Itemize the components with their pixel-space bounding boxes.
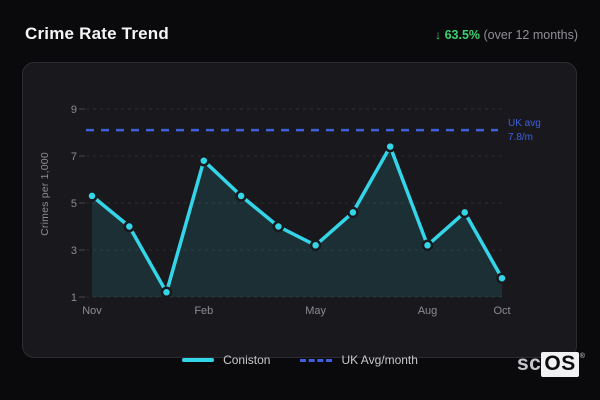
y-axis-title: Crimes per 1,000 [39,152,51,236]
chart-panel: 1 3 5 7 9 Crimes per 1,000 UK avg 7.8/m Nov Feb Ma… [22,62,577,358]
series-area-fill [92,146,502,297]
x-tick-label: May [305,305,326,317]
data-point-marker [160,286,173,299]
y-tick-label: 7 [71,151,77,163]
data-point-marker [272,220,285,233]
dashed-line-swatch-icon [300,358,333,362]
data-point-marker [421,239,434,252]
registered-trademark-icon: ® [579,353,586,360]
trend-caption: (over 12 months) [483,28,578,42]
legend-item-coniston[interactable]: Coniston [182,353,270,367]
data-point-marker [198,154,210,167]
legend-label: Coniston [223,353,271,367]
series-line [90,144,504,295]
crime-chart-svg: 1 3 5 7 9 Crimes per 1,000 UK avg 7.8/m Nov Feb Ma… [39,104,541,317]
data-point-marker [235,190,247,202]
chart-legend: Coniston UK Avg/month [0,353,600,367]
y-tick-label: 9 [71,104,77,116]
y-tick-label: 5 [71,198,77,210]
logo-prefix: sc [517,352,542,375]
data-point-marker [86,190,98,202]
y-tick-label: 1 [71,292,77,304]
page-title: Crime Rate Trend [25,24,169,43]
x-tick-label: Feb [194,305,213,317]
logo-suffix: OS [541,352,579,377]
data-point-marker [309,239,322,252]
x-tick-label: Oct [493,305,510,317]
legend-item-uk-avg[interactable]: UK Avg/month [300,353,418,367]
data-point-marker [347,206,359,219]
y-tick-label: 3 [71,245,77,257]
x-tick-label: Nov [82,305,102,317]
page-header: Crime Rate Trend ↓ 63.5% (over 12 months… [25,24,578,44]
scos-logo: sc OS ® [517,352,586,377]
data-point-marker [123,220,136,233]
legend-label: UK Avg/month [341,353,418,367]
x-tick-label: Aug [418,305,438,317]
trend-down-arrow-icon: ↓ [435,28,442,42]
data-point-marker [458,206,471,219]
uk-avg-label: UK avg [508,118,541,129]
solid-line-swatch-icon [182,358,215,362]
uk-avg-value-label: 7.8/m [508,132,533,143]
trend-value: 63.5% [444,28,481,42]
data-point-marker [496,272,508,284]
trend-indicator: ↓ 63.5% (over 12 months) [435,28,578,42]
data-point-marker [384,140,396,153]
